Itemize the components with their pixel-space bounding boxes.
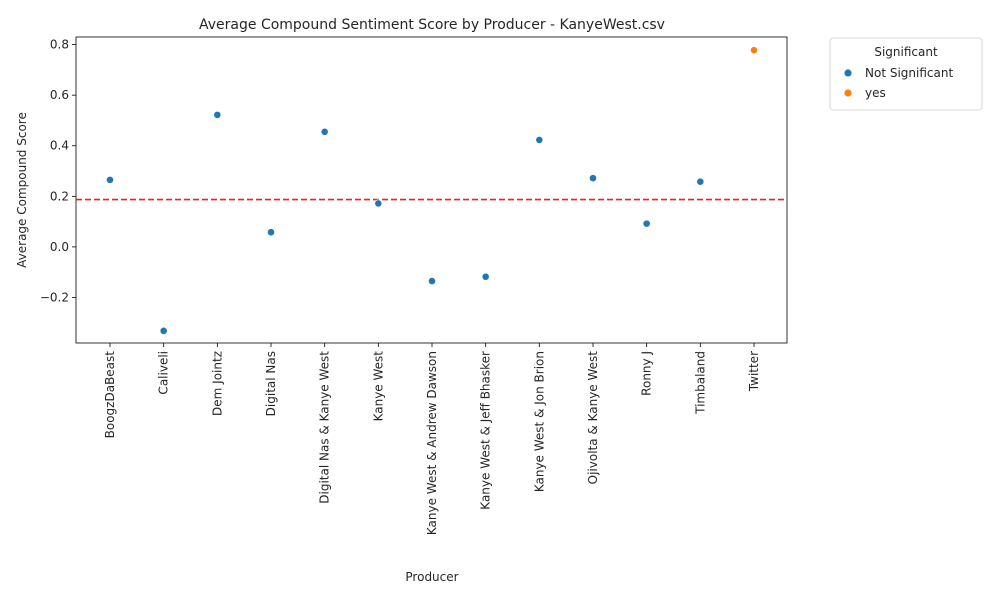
x-tick-label: Kanye West & Andrew Dawson	[425, 351, 439, 535]
legend-marker	[844, 69, 852, 77]
data-point	[589, 174, 597, 183]
x-tick-label: Caliveli	[157, 351, 171, 395]
x-tick-label: Timbaland	[693, 351, 707, 415]
data-point	[374, 199, 383, 208]
y-tick-label: 0.8	[50, 38, 69, 52]
data-point	[267, 228, 275, 237]
data-point	[106, 175, 114, 184]
chart-title: Average Compound Sentiment Score by Prod…	[199, 17, 665, 33]
data-point	[696, 177, 705, 186]
data-point	[159, 326, 168, 335]
data-point	[642, 219, 651, 228]
legend-title: Significant	[874, 45, 938, 59]
y-axis-label: Average Compound Score	[15, 112, 29, 268]
data-point	[481, 272, 490, 281]
x-tick-label: Digital Nas & Kanye West	[318, 351, 332, 504]
plot-area: −0.2 0.0 0.2 0.4 0.6 0.8 BoogzDaBeast Caliveli D…	[40, 36, 788, 535]
y-tick-label: −0.2	[40, 290, 69, 304]
data-point	[535, 136, 544, 144]
legend: Significant Not Significant yes	[829, 37, 983, 111]
data-point	[320, 127, 329, 136]
legend-marker	[844, 89, 852, 97]
y-tick-label: 0.4	[50, 139, 69, 153]
x-tick-label: Kanye West & Jon Brion	[532, 351, 546, 492]
data-point	[750, 46, 758, 55]
legend-entry: yes	[865, 86, 886, 100]
axes-frame	[75, 36, 788, 344]
legend-entry: Not Significant	[865, 66, 953, 80]
x-tick-label: BoogzDaBeast	[103, 351, 117, 439]
x-tick-label: Dem Jointz	[210, 351, 224, 416]
x-tick-label: Digital Nas	[264, 351, 278, 416]
x-tick-label: Ronny J	[640, 351, 654, 396]
legend-box	[829, 37, 983, 111]
x-axis-label: Producer	[405, 570, 458, 584]
data-point	[428, 277, 436, 285]
x-tick-label: Kanye West	[371, 351, 385, 422]
x-tick-label: Twitter	[747, 351, 761, 392]
y-tick-label: 0.2	[50, 189, 69, 203]
y-tick-label: 0.6	[50, 88, 69, 102]
x-tick-label: Ojivolta & Kanye West	[586, 351, 600, 485]
y-tick-label: 0.0	[50, 240, 69, 254]
x-tick-label: Kanye West & Jeff Bhasker	[479, 351, 493, 510]
data-point	[213, 110, 222, 119]
